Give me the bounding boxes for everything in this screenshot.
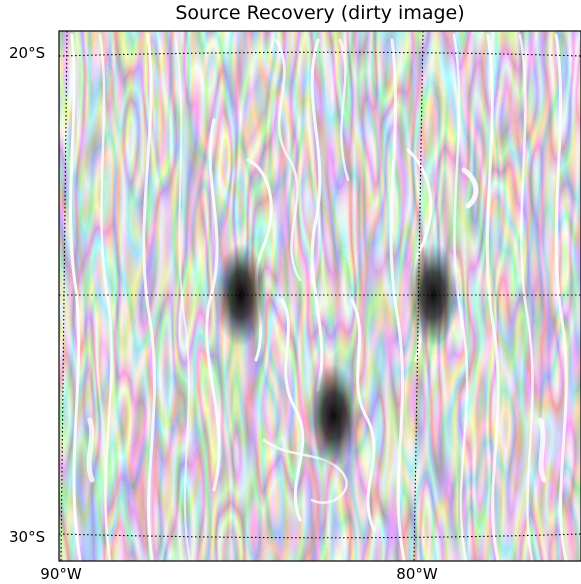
map-title: Source Recovery (dirty image) bbox=[175, 2, 465, 24]
parallel-line bbox=[59, 533, 581, 539]
longitude-label: 90°W bbox=[40, 565, 82, 583]
sources-layer bbox=[215, 243, 460, 468]
source-south bbox=[307, 364, 360, 468]
longitude-label: 80°W bbox=[396, 565, 438, 583]
meridian-line bbox=[60, 31, 68, 561]
sidelobe-ridges bbox=[68, 33, 568, 561]
parallel-line bbox=[59, 51, 581, 57]
graticule bbox=[59, 31, 581, 561]
latitude-label: 20°S bbox=[9, 44, 46, 62]
source-east bbox=[407, 243, 460, 347]
latitude-label: 30°S bbox=[9, 528, 46, 546]
map-frame bbox=[58, 30, 581, 562]
meridian-line bbox=[413, 31, 424, 561]
dirty-image-fringes bbox=[59, 31, 581, 561]
source-west bbox=[215, 243, 267, 347]
